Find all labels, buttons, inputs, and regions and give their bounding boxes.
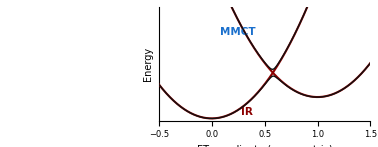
Text: MMCT: MMCT: [220, 26, 256, 36]
Y-axis label: Energy: Energy: [143, 47, 153, 81]
Text: IR: IR: [241, 107, 253, 117]
X-axis label: ET coordinate (asymmetric): ET coordinate (asymmetric): [197, 145, 333, 147]
